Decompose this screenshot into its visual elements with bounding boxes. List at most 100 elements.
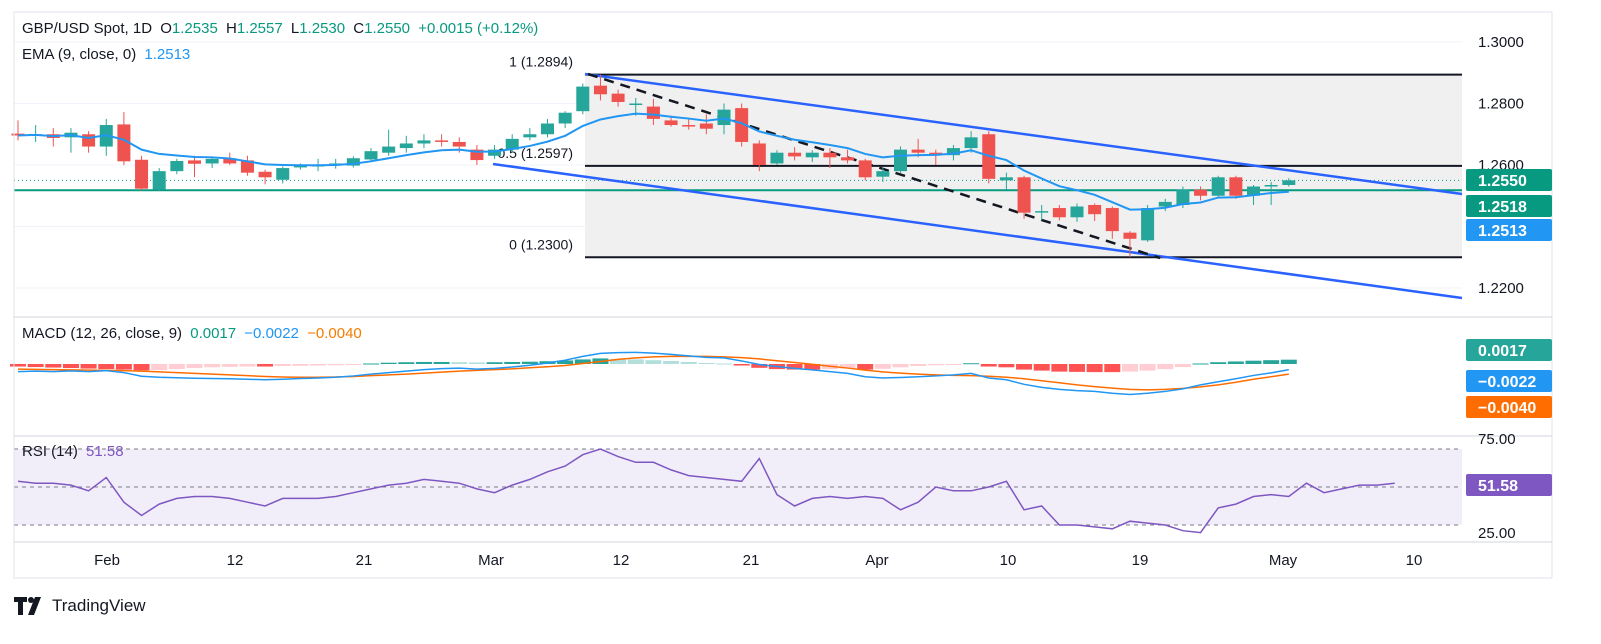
- tradingview-logo[interactable]: TradingView: [14, 596, 146, 616]
- time-tick-label: Apr: [865, 552, 888, 569]
- price-pane: 1 (1.2894)0.5 (1.2597)0 (1.2300): [11, 41, 1463, 300]
- rsi-legend[interactable]: RSI (14) 51.58: [22, 443, 128, 460]
- candle-body: [1247, 186, 1260, 196]
- time-tick-label: May: [1269, 552, 1298, 569]
- candle-body: [258, 171, 272, 178]
- time-tick-label: 12: [227, 552, 244, 569]
- macd-histogram-bar: [257, 364, 274, 367]
- candle-body: [293, 165, 307, 168]
- candle-body: [735, 108, 749, 142]
- candle-body: [823, 152, 837, 158]
- open-label: O: [160, 20, 172, 37]
- candle-body: [999, 177, 1013, 181]
- macd-label: MACD (12, 26, close, 9): [22, 325, 183, 342]
- time-tick-label: 10: [1406, 552, 1423, 569]
- chart-frame: [13, 11, 1553, 579]
- macd-histogram-bar: [363, 363, 379, 365]
- macd-histogram-bar: [1051, 364, 1068, 372]
- candle-body: [399, 143, 413, 149]
- symbol-title: GBP/USD Spot, 1D: [22, 20, 153, 37]
- candle-body: [1211, 177, 1225, 196]
- macd-histogram-bar: [80, 364, 97, 369]
- candle-body: [929, 152, 943, 155]
- candle-body: [858, 160, 872, 178]
- candle-body: [470, 149, 484, 161]
- candle-body: [699, 123, 713, 129]
- candle-body: [1141, 208, 1155, 241]
- ema-legend[interactable]: EMA (9, close, 0) 1.2513: [22, 46, 194, 63]
- candle-body: [1123, 232, 1137, 239]
- candle-body: [417, 140, 431, 144]
- macd-signal-line: [17, 355, 1289, 391]
- macd-histogram-bar: [45, 364, 62, 368]
- candle-body: [205, 158, 219, 164]
- macd-histogram-bar: [1016, 364, 1033, 370]
- macd-histogram-bar: [274, 364, 291, 367]
- symbol-legend[interactable]: GBP/USD Spot, 1D O1.2535 H1.2557 L1.2530…: [22, 20, 542, 37]
- candle-body: [788, 152, 802, 157]
- candle-body: [1282, 180, 1296, 185]
- macd-histogram-bar: [415, 361, 432, 364]
- macd-histogram-bar: [151, 364, 168, 371]
- macd-signal-tag-bg: [1466, 396, 1552, 418]
- candle-body: [1229, 177, 1243, 196]
- support-price-tag-bg: [1466, 195, 1552, 217]
- candle-body: [488, 149, 502, 156]
- time-tick-label: Feb: [94, 552, 120, 569]
- macd-histogram-bar: [574, 359, 591, 364]
- macd-histogram-bar: [716, 363, 732, 365]
- candle-body: [894, 149, 907, 172]
- macd-histogram-bar: [1210, 362, 1227, 364]
- candle-body: [593, 85, 607, 95]
- brand-name: TradingView: [52, 596, 146, 615]
- macd-histogram-bar: [857, 364, 874, 370]
- candle-body: [382, 146, 396, 153]
- macd-histogram-bar: [1086, 364, 1103, 373]
- candle-body: [82, 134, 96, 147]
- macd-histogram-bar: [980, 364, 997, 367]
- macd-legend[interactable]: MACD (12, 26, close, 9) 0.0017 −0.0022 −…: [22, 325, 366, 342]
- dashed-trendline: [587, 72, 1161, 260]
- change-value: +0.0015 (+0.12%): [418, 20, 539, 37]
- candle-body: [1070, 206, 1084, 218]
- macd-histogram-bar: [733, 364, 750, 366]
- macd-histogram-bar: [1121, 364, 1138, 372]
- macd-signal-value: −0.0040: [307, 325, 362, 342]
- ema-label: EMA (9, close, 0): [22, 46, 137, 63]
- low-value: 1.2530: [299, 20, 346, 37]
- macd-histogram-bar: [133, 364, 150, 371]
- ema-price-tag-bg: [1466, 219, 1552, 241]
- macd-histogram-bar: [998, 364, 1015, 368]
- price-tick-label: 1.3000: [1478, 34, 1524, 51]
- rsi-tick-label: 25.00: [1478, 525, 1516, 542]
- ema-value: 1.2513: [144, 46, 191, 63]
- macd-histogram-bar: [433, 361, 450, 364]
- macd-histogram-bar: [627, 359, 644, 364]
- macd-histogram-bar: [521, 361, 538, 364]
- candle-body: [240, 160, 254, 173]
- macd-signal-tag: −0.0040: [1478, 400, 1536, 417]
- last-price-tag: 1.2550: [1478, 173, 1527, 190]
- macd-histogram-bar: [1157, 364, 1174, 370]
- macd-histogram-bar: [98, 364, 115, 370]
- rsi-value: 51.58: [86, 443, 124, 460]
- candle-body: [558, 112, 572, 124]
- macd-histogram-bar: [1280, 359, 1297, 364]
- high-value: 1.2557: [236, 20, 283, 37]
- macd-histogram-bar: [239, 364, 256, 367]
- time-tick-label: 21: [356, 552, 373, 569]
- candle-body: [1264, 184, 1278, 187]
- macd-histogram-bar: [398, 362, 415, 364]
- candle-body: [1017, 177, 1031, 213]
- candle-body: [505, 138, 519, 150]
- macd-histogram-bar: [468, 362, 485, 364]
- macd-histogram-bar: [698, 362, 715, 364]
- macd-histogram-bar: [1227, 361, 1244, 364]
- rsi-line: [17, 448, 1395, 534]
- macd-histogram-bar: [945, 364, 962, 365]
- macd-line: [17, 351, 1289, 396]
- time-tick-label: 12: [613, 552, 630, 569]
- candle-body: [523, 134, 537, 138]
- macd-hist-tag-bg: [1466, 339, 1552, 361]
- candle-body: [276, 168, 290, 180]
